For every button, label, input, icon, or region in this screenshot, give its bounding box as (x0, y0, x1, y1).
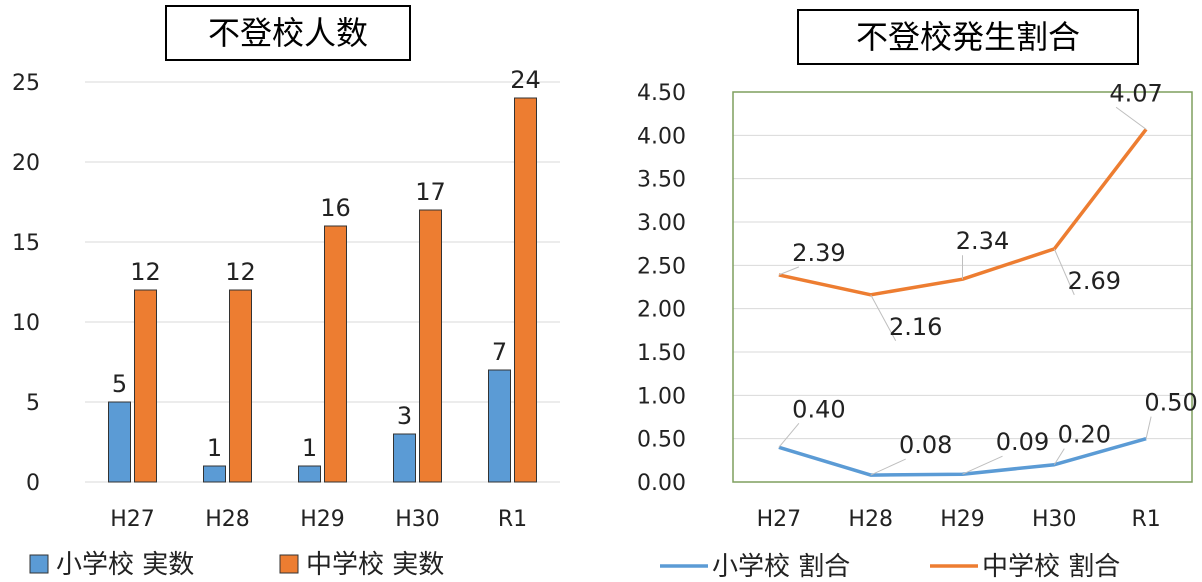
bar-x-tick-label: H27 (110, 507, 155, 532)
bar-y-tick-label: 15 (12, 231, 40, 256)
bar-legend-swatch (29, 554, 49, 574)
line-data-label: 0.09 (996, 428, 1049, 456)
bar-elementary (203, 465, 226, 483)
bar-y-tick-label: 20 (12, 151, 40, 176)
line-data-label: 0.50 (1144, 389, 1197, 417)
line-y-tick-label: 1.00 (637, 384, 686, 409)
bar-data-label: 17 (415, 178, 446, 206)
bar-chart-title-box (165, 5, 411, 61)
line-data-label: 4.07 (1109, 79, 1162, 107)
bar-chart: 0 5 10 15 20 25 H27 5 12 H28 1 12 H29 1 16 H30 3 17 R1 7 24 小… (12, 66, 560, 580)
bar-data-label: 12 (225, 258, 256, 286)
line-chart-title: 不登校発生割合 (856, 18, 1080, 56)
bar-y-tick-label: 0 (26, 471, 40, 496)
line-data-label: 0.20 (1058, 421, 1111, 449)
bar-junior-high (324, 225, 347, 483)
bar-y-tick-label: 25 (12, 71, 40, 96)
line-y-tick-label: 2.50 (637, 254, 686, 279)
line-x-tick-label: H30 (1032, 507, 1077, 532)
bar-legend-label: 中学校 実数 (306, 550, 444, 580)
bar-elementary (393, 433, 416, 483)
bar-y-tick-label: 5 (26, 391, 40, 416)
bar-x-tick-label: H28 (205, 507, 250, 532)
line-data-label: 0.40 (792, 395, 845, 423)
line-chart-title-box (797, 9, 1139, 65)
line-y-tick-label: 0.00 (637, 471, 686, 496)
bar-data-label: 1 (302, 434, 317, 462)
bar-junior-high (514, 97, 537, 483)
bar-x-tick-label: R1 (498, 507, 527, 532)
line-chart: 0.00 0.50 1.00 1.50 2.00 2.50 3.00 3.50 4.00 4.50… (637, 79, 1198, 582)
bar-data-label: 1 (207, 434, 222, 462)
bar-x-tick-label: H29 (300, 507, 345, 532)
line-y-tick-label: 0.50 (637, 428, 686, 453)
line-label-leader (1115, 106, 1147, 130)
bar-elementary (108, 401, 131, 483)
line-plot-area-border (732, 91, 1193, 483)
line-y-tick-label: 2.00 (637, 298, 686, 323)
bar-data-label: 5 (112, 370, 127, 398)
line-y-tick-label: 4.00 (637, 124, 686, 149)
bar-junior-high (134, 289, 157, 483)
bar-junior-high (229, 289, 252, 483)
bar-chart-title: 不登校人数 (208, 14, 368, 52)
line-label-leader (778, 423, 800, 448)
bar-elementary (298, 465, 321, 483)
line-label-leader (1145, 416, 1152, 439)
line-label-leader (962, 455, 1003, 475)
bar-junior-high (419, 209, 442, 483)
bar-legend-swatch (279, 554, 299, 574)
bar-y-tick-label: 10 (12, 311, 40, 336)
line-x-tick-label: H27 (757, 507, 802, 532)
bar-data-label: 7 (492, 338, 507, 366)
line-label-leader (870, 458, 906, 476)
bar-data-label: 3 (397, 402, 412, 430)
line-data-label: 2.16 (889, 313, 942, 341)
line-legend-label: 小学校 割合 (712, 552, 850, 582)
bar-data-label: 24 (510, 66, 541, 94)
line-label-leader (870, 294, 897, 342)
line-x-tick-label: H29 (940, 507, 985, 532)
bar-x-tick-label: H30 (395, 507, 440, 532)
bar-elementary (488, 369, 511, 483)
line-label-leader (778, 266, 800, 276)
line-data-label: 2.34 (956, 227, 1009, 255)
line-x-tick-label: H28 (848, 507, 893, 532)
line-y-tick-label: 3.00 (637, 211, 686, 236)
bar-data-label: 16 (320, 194, 351, 222)
line-legend-label: 中学校 割合 (982, 552, 1120, 582)
bar-legend-label: 小学校 実数 (56, 550, 194, 580)
line-data-label: 2.39 (792, 239, 845, 267)
bar-data-label: 12 (130, 258, 161, 286)
line-label-leader (1053, 448, 1065, 465)
line-y-tick-label: 4.50 (637, 81, 686, 106)
line-y-tick-label: 1.50 (637, 341, 686, 366)
line-x-tick-label: R1 (1131, 507, 1160, 532)
line-data-label: 2.69 (1068, 267, 1121, 295)
line-label-leader (1053, 248, 1075, 296)
line-data-label: 0.08 (899, 431, 952, 459)
line-y-tick-label: 3.50 (637, 168, 686, 193)
